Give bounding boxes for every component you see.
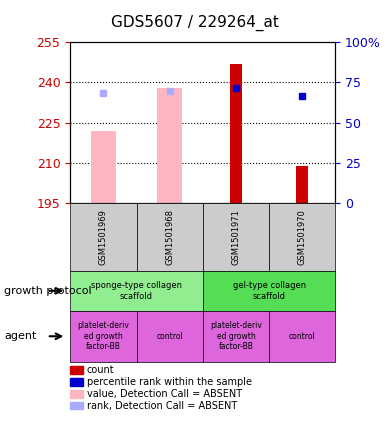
Text: sponge-type collagen
scaffold: sponge-type collagen scaffold bbox=[91, 281, 182, 300]
Text: control: control bbox=[289, 332, 316, 341]
Text: GDS5607 / 229264_at: GDS5607 / 229264_at bbox=[111, 15, 279, 31]
Text: GSM1501969: GSM1501969 bbox=[99, 209, 108, 265]
Bar bbox=[296, 165, 308, 203]
Text: percentile rank within the sample: percentile rank within the sample bbox=[87, 377, 252, 387]
Text: platelet-deriv
ed growth
factor-BB: platelet-deriv ed growth factor-BB bbox=[77, 321, 129, 351]
Bar bbox=[157, 88, 182, 203]
Text: GSM1501968: GSM1501968 bbox=[165, 209, 174, 265]
Text: GSM1501970: GSM1501970 bbox=[298, 209, 307, 265]
Text: GSM1501971: GSM1501971 bbox=[231, 209, 241, 265]
Text: value, Detection Call = ABSENT: value, Detection Call = ABSENT bbox=[87, 389, 242, 399]
Bar bbox=[230, 64, 242, 203]
Text: rank, Detection Call = ABSENT: rank, Detection Call = ABSENT bbox=[87, 401, 237, 411]
Text: growth protocol: growth protocol bbox=[4, 286, 92, 296]
Text: count: count bbox=[87, 365, 114, 375]
Bar bbox=[91, 131, 116, 203]
Text: gel-type collagen
scaffold: gel-type collagen scaffold bbox=[232, 281, 306, 300]
Text: control: control bbox=[156, 332, 183, 341]
Text: agent: agent bbox=[4, 331, 36, 341]
Text: platelet-deriv
ed growth
factor-BB: platelet-deriv ed growth factor-BB bbox=[210, 321, 262, 351]
